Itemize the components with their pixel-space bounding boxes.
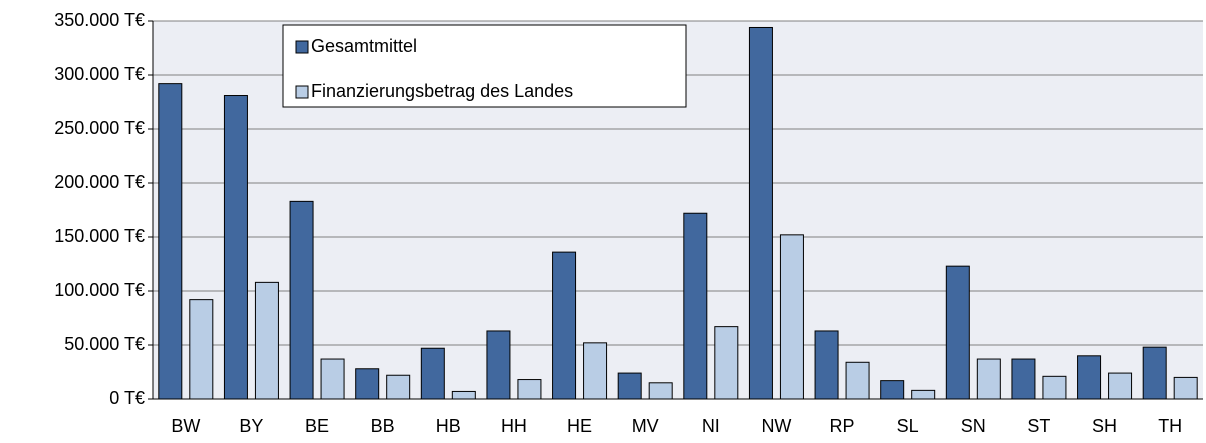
bar — [748, 26, 773, 400]
y-tick-label: 200.000 T€ — [54, 172, 145, 192]
bar — [976, 358, 1001, 400]
legend-swatch — [295, 40, 309, 54]
y-tick-label: 250.000 T€ — [54, 118, 145, 138]
legend-label: Gesamtmittel — [311, 36, 417, 56]
bar — [617, 372, 642, 400]
bar — [814, 330, 839, 400]
bar — [552, 251, 577, 400]
bar — [1011, 358, 1036, 400]
legend-box — [282, 24, 687, 108]
bar — [386, 374, 411, 400]
legend-label: Finanzierungsbetrag des Landes — [311, 81, 573, 101]
bar — [945, 265, 970, 400]
x-tick-label: SH — [1092, 416, 1117, 436]
bar — [583, 342, 608, 400]
bar — [320, 358, 345, 400]
x-tick-label: BY — [239, 416, 263, 436]
y-tick-label: 100.000 T€ — [54, 280, 145, 300]
x-tick-label: SN — [961, 416, 986, 436]
bar — [683, 212, 708, 400]
bar — [648, 382, 673, 400]
bar — [714, 326, 739, 400]
x-tick-label: TH — [1158, 416, 1182, 436]
bar — [1077, 355, 1102, 400]
bar — [420, 347, 445, 400]
x-tick-label: BW — [171, 416, 200, 436]
bar — [254, 281, 279, 400]
bar — [289, 200, 314, 400]
y-tick-label: 350.000 T€ — [54, 10, 145, 30]
bar — [158, 83, 183, 400]
x-tick-label: MV — [632, 416, 659, 436]
x-tick-label: HE — [567, 416, 592, 436]
bar — [517, 379, 542, 400]
bar — [1142, 346, 1167, 400]
x-tick-label: HB — [436, 416, 461, 436]
bar — [1042, 375, 1067, 400]
bar — [486, 330, 511, 400]
x-tick-label: NI — [702, 416, 720, 436]
bar — [355, 368, 380, 400]
bar — [1108, 372, 1133, 400]
y-tick-label: 0 T€ — [109, 388, 145, 408]
bar — [845, 361, 870, 400]
x-tick-label: NW — [761, 416, 791, 436]
bar — [911, 389, 936, 400]
x-tick-label: BB — [371, 416, 395, 436]
bar — [779, 234, 804, 400]
y-tick-label: 50.000 T€ — [64, 334, 145, 354]
legend-swatch — [295, 85, 309, 99]
bar — [451, 390, 476, 400]
y-tick-label: 150.000 T€ — [54, 226, 145, 246]
x-tick-label: SL — [897, 416, 919, 436]
x-tick-label: RP — [830, 416, 855, 436]
bar — [223, 95, 248, 400]
y-tick-label: 300.000 T€ — [54, 64, 145, 84]
bar — [189, 299, 214, 400]
bar — [880, 380, 905, 400]
x-tick-label: HH — [501, 416, 527, 436]
x-tick-label: BE — [305, 416, 329, 436]
bar — [1173, 376, 1198, 400]
x-tick-label: ST — [1027, 416, 1050, 436]
